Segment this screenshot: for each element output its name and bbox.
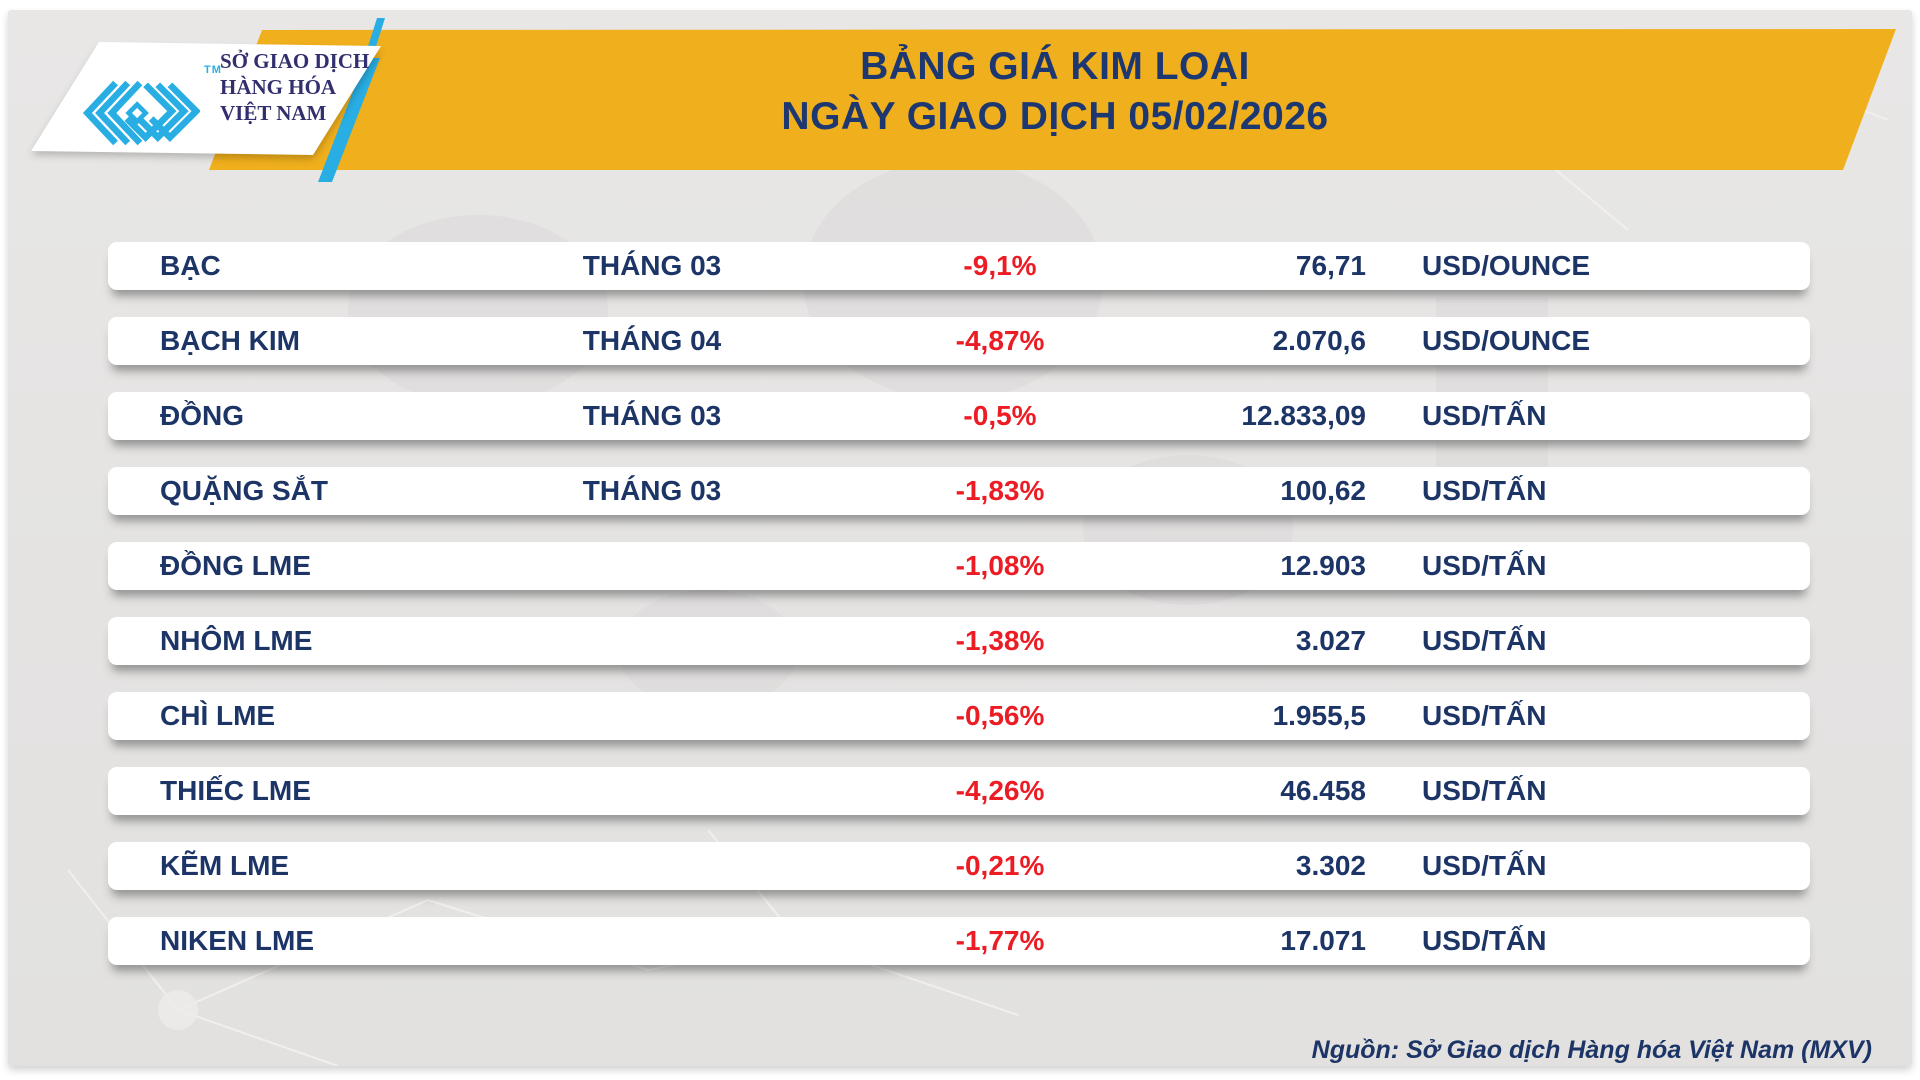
price-unit: USD/TẤN (1422, 400, 1547, 431)
percent-change: -1,77% (955, 925, 1045, 956)
price-unit: USD/TẤN (1422, 850, 1547, 881)
cyan-slash-thick (318, 58, 380, 182)
commodity-name: NHÔM LME (160, 625, 313, 656)
price-unit: USD/TẤN (1422, 475, 1547, 506)
exchange-name: SỞ GIAO DỊCH HÀNG HÓA VIỆT NAM (220, 48, 390, 126)
page-title-line1: BẢNG GIÁ KIM LOẠI (860, 45, 1250, 88)
table-row: THIẾC LME -4,26% 46.458 USD/TẤN (108, 767, 1810, 815)
gray-background-canvas: TM SỞ GIAO DỊCH HÀNG HÓA VIỆT NAM BẢNG G… (8, 10, 1912, 1066)
table-row: CHÌ LME -0,56% 1.955,5 USD/TẤN (108, 692, 1810, 740)
price-unit: USD/TẤN (1422, 700, 1547, 731)
contract-month: THÁNG 03 (582, 250, 722, 281)
price-unit: USD/TẤN (1422, 550, 1547, 581)
price-value: 3.302 (1295, 850, 1366, 881)
table-row: ĐỒNG THÁNG 03 -0,5% 12.833,09 USD/TẤN (108, 392, 1810, 440)
price-unit: USD/OUNCE (1422, 250, 1591, 281)
price-unit: USD/TẤN (1422, 625, 1547, 656)
commodity-name: KẼM LME (160, 850, 290, 881)
commodity-name: BẠC (160, 250, 221, 281)
percent-change: -0,21% (955, 850, 1045, 881)
exchange-name-line3: VIỆT NAM (220, 101, 327, 125)
contract-month: THÁNG 04 (582, 325, 722, 356)
price-value: 12.903 (1280, 550, 1366, 581)
commodity-name: THIẾC LME (160, 775, 311, 806)
percent-change: -0,5% (963, 400, 1037, 431)
percent-change: -4,87% (955, 325, 1045, 356)
price-value: 3.027 (1295, 625, 1366, 656)
commodity-name: ĐỒNG LME (160, 550, 311, 581)
logo-plate (31, 42, 381, 155)
yellow-banner (209, 29, 1896, 170)
price-unit: USD/TẤN (1422, 925, 1547, 956)
percent-change: -1,38% (955, 625, 1045, 656)
table-row: QUẶNG SẮT THÁNG 03 -1,83% 100,62 USD/TẤN (108, 467, 1810, 515)
price-value: 2.070,6 (1272, 325, 1366, 356)
percent-change: -1,83% (955, 475, 1045, 506)
price-value: 100,62 (1280, 475, 1366, 506)
commodity-name: CHÌ LME (160, 700, 276, 731)
contract-month: THÁNG 03 (582, 400, 722, 431)
contract-month: THÁNG 03 (582, 475, 722, 506)
price-table: BẠC THÁNG 03 -9,1% 76,71 USD/OUNCE BẠCH … (108, 242, 1810, 965)
percent-change: -1,08% (955, 550, 1045, 581)
commodity-name: NIKEN LME (160, 925, 314, 956)
table-row: KẼM LME -0,21% 3.302 USD/TẤN (108, 842, 1810, 890)
price-value: 1.955,5 (1272, 700, 1366, 731)
price-unit: USD/OUNCE (1422, 325, 1591, 356)
table-row: ĐỒNG LME -1,08% 12.903 USD/TẤN (108, 542, 1810, 590)
percent-change: -0,56% (955, 700, 1045, 731)
commodity-name: ĐỒNG (160, 400, 244, 431)
page-title-line2: NGÀY GIAO DỊCH 05/02/2026 (781, 95, 1329, 138)
table-row: BẠC THÁNG 03 -9,1% 76,71 USD/OUNCE (108, 242, 1810, 290)
percent-change: -4,26% (955, 775, 1045, 806)
commodity-name: BẠCH KIM (160, 325, 300, 356)
price-value: 76,71 (1295, 250, 1366, 281)
price-value: 12.833,09 (1241, 400, 1366, 431)
trademark-symbol: TM (204, 64, 222, 76)
page-title: BẢNG GIÁ KIM LOẠI NGÀY GIAO DỊCH 05/02/2… (262, 42, 1848, 142)
table-row: NHÔM LME -1,38% 3.027 USD/TẤN (108, 617, 1810, 665)
table-row: BẠCH KIM THÁNG 04 -4,87% 2.070,6 USD/OUN… (108, 317, 1810, 365)
percent-change: -9,1% (963, 250, 1037, 281)
exchange-name-line1: SỞ GIAO DỊCH (220, 49, 370, 73)
mxv-logo-icon (82, 80, 200, 146)
table-row: NIKEN LME -1,77% 17.071 USD/TẤN (108, 917, 1810, 965)
commodity-name: QUẶNG SẮT (160, 475, 328, 506)
price-unit: USD/TẤN (1422, 775, 1547, 806)
exchange-name-line2: HÀNG HÓA (220, 75, 337, 99)
price-value: 46.458 (1280, 775, 1366, 806)
source-attribution: Nguồn: Sở Giao dịch Hàng hóa Việt Nam (M… (1311, 1036, 1872, 1064)
price-value: 17.071 (1280, 925, 1366, 956)
